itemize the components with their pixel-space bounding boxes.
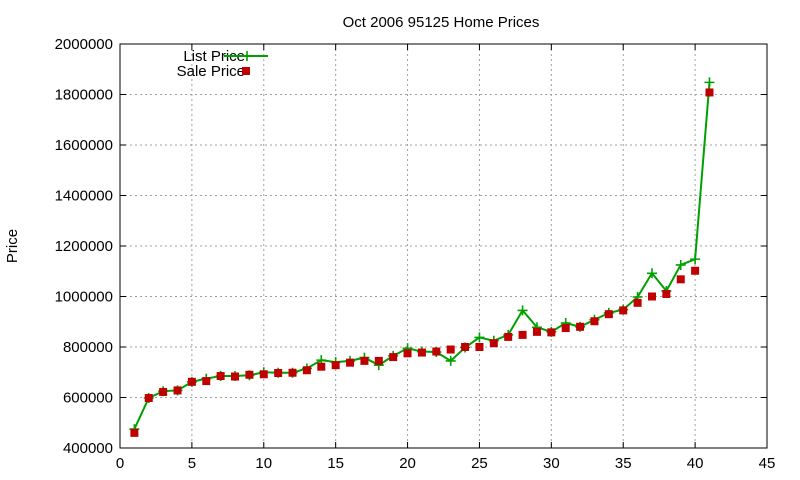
- y-tick-label: 400000: [63, 440, 113, 457]
- sale-price-point: [461, 343, 470, 351]
- x-tick-label: 35: [615, 455, 632, 472]
- list-price-point: [646, 268, 657, 279]
- y-axis-title: Price: [4, 229, 21, 263]
- list-price-point: [517, 305, 528, 316]
- x-tick-label: 30: [543, 455, 560, 472]
- sale-price-point: [619, 306, 628, 315]
- sale-price-point: [547, 328, 556, 337]
- sale-price-point: [590, 317, 599, 326]
- x-tick-label: 15: [327, 455, 344, 472]
- sale-price-point: [317, 362, 326, 371]
- sale-price-point: [604, 310, 613, 319]
- x-tick-label: 20: [399, 455, 416, 472]
- series: [129, 77, 715, 437]
- sale-price-point: [389, 353, 398, 362]
- sale-price-point: [360, 356, 369, 365]
- sale-price-point: [259, 370, 268, 379]
- legend-label-sale-price: Sale Price: [177, 63, 245, 80]
- axis-ticks: 0 5 10 15 20 25 30 35 40 45 400000 600000 800000 1000…: [55, 36, 776, 472]
- legend-label-list-price: List Price: [183, 48, 245, 65]
- x-tick-label: 10: [255, 455, 272, 472]
- sale-price-point: [231, 372, 240, 381]
- sale-price-point: [532, 327, 541, 336]
- y-tick-label: 1000000: [55, 289, 113, 306]
- x-tick-label: 45: [759, 455, 776, 472]
- sale-price-point: [346, 358, 355, 367]
- sale-price-point: [676, 275, 685, 284]
- y-tick-label: 1600000: [55, 137, 113, 154]
- sale-price-point: [331, 361, 340, 370]
- y-tick-label: 800000: [63, 339, 113, 356]
- sale-price-point: [288, 368, 297, 377]
- list-price-point: [690, 254, 701, 265]
- x-tick-label: 25: [471, 455, 488, 472]
- list-price-point: [474, 332, 485, 343]
- sale-price-point: [274, 369, 283, 378]
- sale-price-point: [518, 330, 527, 339]
- legend-marker-list-price: [242, 51, 252, 61]
- grid: [120, 44, 767, 448]
- list-price-point: [704, 77, 715, 88]
- sale-price-point: [417, 348, 426, 357]
- sale-price-point: [691, 266, 700, 275]
- legend-marker-sale-price: [242, 67, 250, 75]
- sale-price-point: [446, 345, 455, 354]
- list-price-point: [445, 355, 456, 366]
- sale-price-point: [504, 332, 513, 341]
- sale-price-point: [173, 386, 182, 395]
- sale-price-point: [475, 343, 484, 351]
- y-tick-label: 600000: [63, 390, 113, 407]
- sale-price-point: [187, 377, 196, 386]
- sale-price-point: [403, 349, 412, 358]
- sale-price-point: [302, 366, 311, 375]
- y-tick-label: 1200000: [55, 238, 113, 255]
- legend: List Price Sale Price: [177, 48, 268, 80]
- sale-price-point: [159, 387, 168, 396]
- sale-price-point: [245, 370, 254, 379]
- y-tick-label: 1400000: [55, 188, 113, 205]
- sale-price-point: [374, 356, 383, 365]
- sale-price-point: [130, 428, 139, 437]
- sale-price-point: [633, 298, 642, 307]
- sale-price-point: [432, 347, 441, 356]
- sale-price-point: [489, 339, 498, 348]
- x-tick-label: 5: [188, 455, 196, 472]
- sale-price-point: [662, 289, 671, 298]
- chart-title: Oct 2006 95125 Home Prices: [343, 14, 540, 31]
- sale-price-point: [705, 88, 714, 97]
- sale-price-point: [647, 292, 656, 301]
- plot-area-border: [119, 43, 768, 449]
- sale-price-point: [216, 372, 225, 381]
- y-tick-label: 2000000: [55, 36, 113, 53]
- sale-price-point: [202, 377, 211, 386]
- y-tick-label: 1800000: [55, 87, 113, 104]
- x-tick-label: 40: [687, 455, 704, 472]
- sale-price-point: [576, 322, 585, 331]
- sale-price-point: [561, 324, 570, 333]
- sale-price-point: [144, 394, 153, 403]
- x-tick-label: 0: [116, 455, 124, 472]
- list-price-point: [675, 259, 686, 270]
